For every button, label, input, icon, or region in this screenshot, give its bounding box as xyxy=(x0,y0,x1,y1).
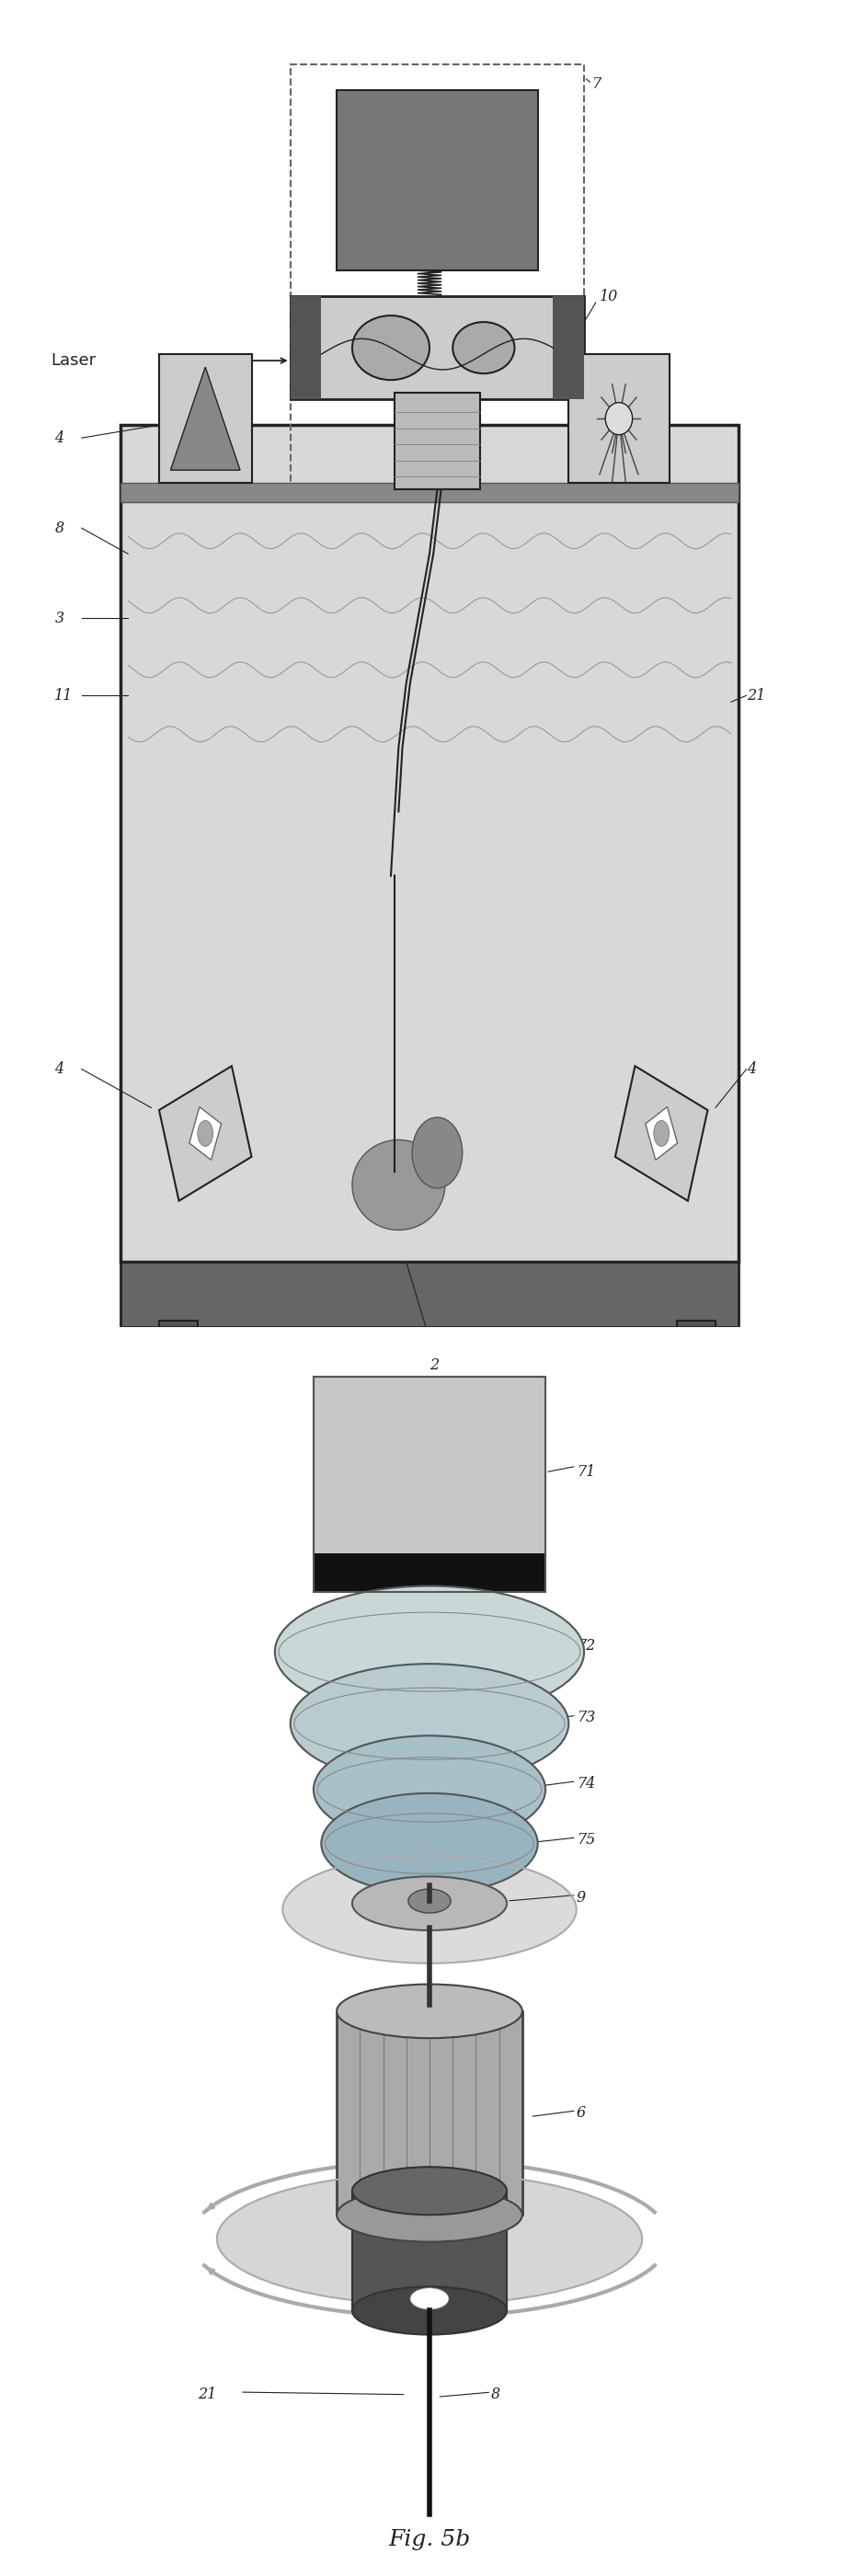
Bar xyxy=(677,1319,716,1404)
Ellipse shape xyxy=(337,2187,522,2241)
Text: 11: 11 xyxy=(55,688,73,703)
Bar xyxy=(290,296,321,399)
Ellipse shape xyxy=(411,2287,448,2311)
Ellipse shape xyxy=(352,2166,507,2215)
Bar xyxy=(120,425,739,1262)
Ellipse shape xyxy=(283,1855,576,1963)
Ellipse shape xyxy=(314,1736,545,1844)
Ellipse shape xyxy=(352,314,430,379)
Ellipse shape xyxy=(453,322,515,374)
Bar xyxy=(314,1553,545,1592)
Polygon shape xyxy=(170,366,241,469)
Text: Fig. 5a: Fig. 5a xyxy=(389,1445,470,1466)
Text: 72: 72 xyxy=(576,1638,595,1654)
Bar xyxy=(290,64,584,489)
Text: 2: 2 xyxy=(430,1358,439,1373)
Text: 75: 75 xyxy=(576,1832,595,1847)
Text: 74: 74 xyxy=(576,1775,595,1790)
Text: 4: 4 xyxy=(746,1061,756,1077)
Bar xyxy=(337,90,538,270)
Ellipse shape xyxy=(654,1121,669,1146)
Text: Laser: Laser xyxy=(51,353,96,368)
Text: Fig. 5b: Fig. 5b xyxy=(388,2530,471,2550)
Text: 7: 7 xyxy=(592,75,601,93)
Bar xyxy=(314,1376,545,1592)
Text: 71: 71 xyxy=(576,1463,595,1481)
Text: 6: 6 xyxy=(576,2105,586,2120)
Ellipse shape xyxy=(321,1793,538,1893)
Text: 8: 8 xyxy=(55,520,64,536)
Bar xyxy=(120,1262,739,1327)
Text: 10: 10 xyxy=(600,289,618,304)
Bar xyxy=(569,353,669,484)
Bar xyxy=(290,296,584,399)
Bar xyxy=(159,353,252,484)
Ellipse shape xyxy=(412,1118,462,1188)
Text: 6: 6 xyxy=(600,353,609,368)
Bar xyxy=(314,1376,545,1556)
Ellipse shape xyxy=(352,2287,507,2334)
Ellipse shape xyxy=(275,1587,584,1718)
Text: 4: 4 xyxy=(55,1061,64,1077)
Bar xyxy=(120,1262,739,1327)
Text: 9: 9 xyxy=(576,1891,586,1906)
Polygon shape xyxy=(615,1066,708,1200)
Bar xyxy=(352,2190,507,2311)
Text: 8: 8 xyxy=(491,2388,501,2403)
Text: 21: 21 xyxy=(746,688,765,703)
Ellipse shape xyxy=(352,1139,445,1229)
Text: 4: 4 xyxy=(55,430,64,446)
Polygon shape xyxy=(159,1066,252,1200)
Ellipse shape xyxy=(606,402,632,435)
Text: 21: 21 xyxy=(198,2388,216,2403)
Text: 73: 73 xyxy=(576,1710,595,1726)
Ellipse shape xyxy=(408,1888,451,1914)
Polygon shape xyxy=(189,1108,222,1159)
Ellipse shape xyxy=(290,1664,569,1783)
Bar xyxy=(395,392,479,489)
Polygon shape xyxy=(645,1108,678,1159)
Bar xyxy=(159,1319,198,1404)
Bar xyxy=(337,2012,522,2215)
Text: 3: 3 xyxy=(55,611,64,626)
Ellipse shape xyxy=(198,1121,213,1146)
Ellipse shape xyxy=(216,2174,643,2306)
Text: 5: 5 xyxy=(600,404,609,420)
Ellipse shape xyxy=(337,1984,522,2038)
Bar xyxy=(120,482,739,502)
Bar xyxy=(553,296,584,399)
Ellipse shape xyxy=(352,1875,507,1929)
